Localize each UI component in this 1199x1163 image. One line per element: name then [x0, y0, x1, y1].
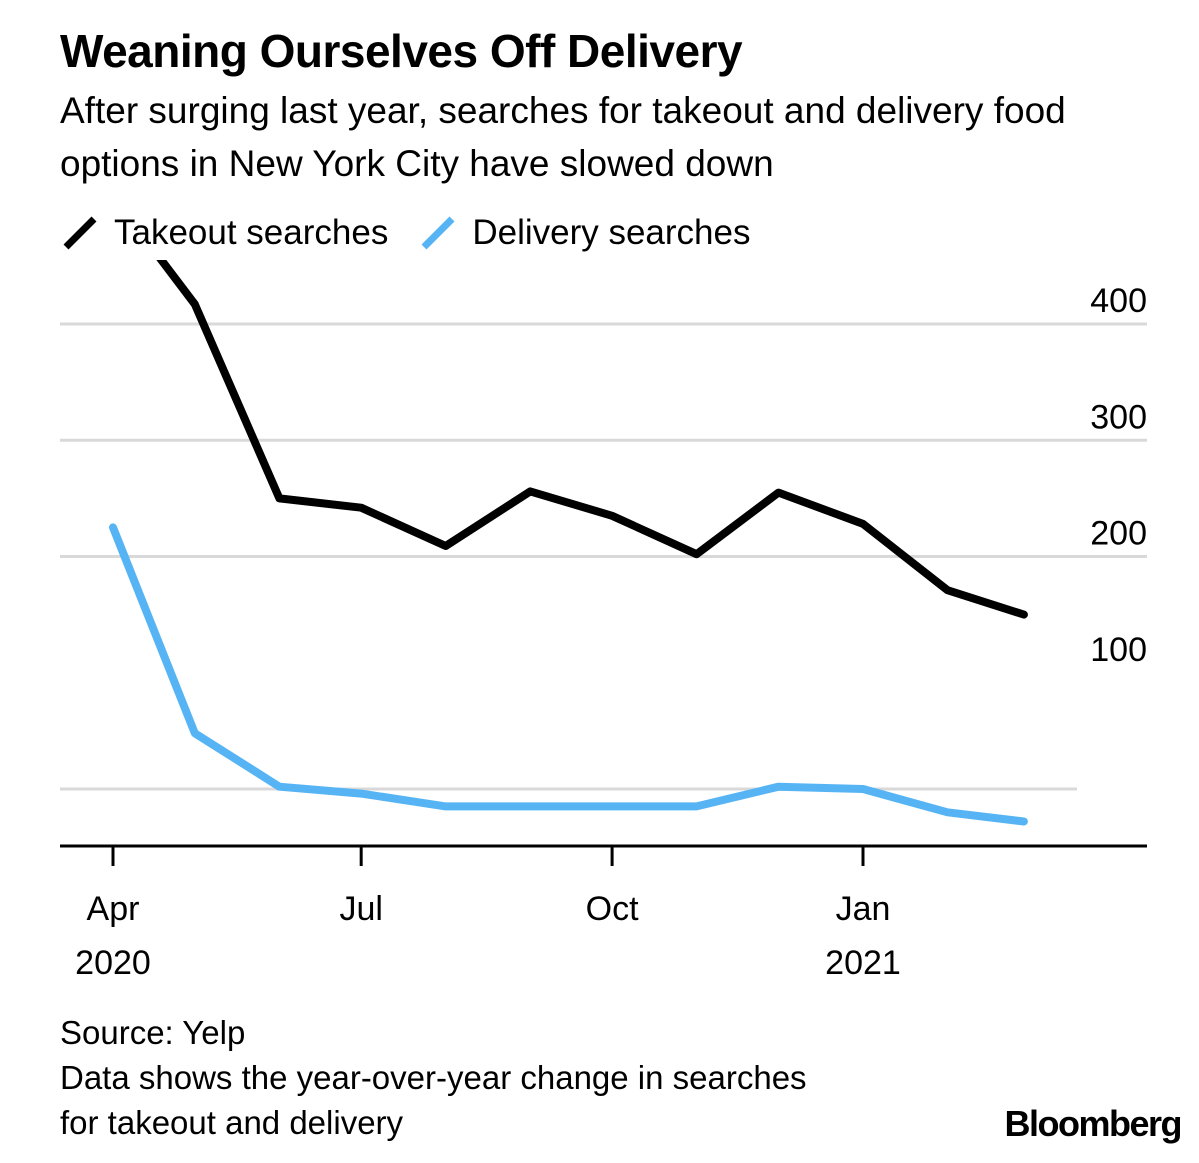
legend: Takeout searches Delivery searches — [60, 208, 780, 258]
data-note-line-1: Data shows the year-over-year change in … — [60, 1059, 807, 1096]
chart-subtitle: After surging last year, searches for ta… — [60, 90, 1066, 184]
x-tick-year-label: 2021 — [825, 944, 901, 982]
legend-label-takeout: Takeout searches — [114, 213, 389, 252]
x-tick-label: Apr — [87, 890, 140, 928]
takeout-series-line — [156, 260, 1028, 619]
legend-swatch-delivery — [421, 216, 455, 250]
x-tick-label: Oct — [586, 890, 639, 928]
legend-item-takeout: Takeout searches — [60, 213, 388, 253]
data-note-line-2: for takeout and delivery — [60, 1104, 404, 1141]
y-tick-label: 300 — [1090, 398, 1147, 436]
source-note: Source: Yelp — [60, 1014, 246, 1051]
legend-item-delivery: Delivery searches — [418, 213, 750, 253]
x-tick-year-label: 2020 — [75, 944, 151, 982]
chart-title: Weaning Ourselves Off Delivery — [60, 25, 743, 77]
delivery-series-line — [109, 523, 1028, 826]
y-tick-label: 200 — [1090, 515, 1147, 553]
legend-label-delivery: Delivery searches — [472, 213, 751, 252]
x-tick-label: Jul — [339, 890, 382, 928]
y-tick-label: 400 — [1090, 282, 1147, 320]
legend-swatch-takeout — [63, 216, 97, 250]
bloomberg-logo: Bloomberg — [1004, 1103, 1182, 1144]
footer: Source: Yelp Data shows the year-over-ye… — [60, 1010, 807, 1145]
x-tick-label: Jan — [836, 890, 891, 928]
y-tick-label: 100 — [1090, 631, 1147, 669]
